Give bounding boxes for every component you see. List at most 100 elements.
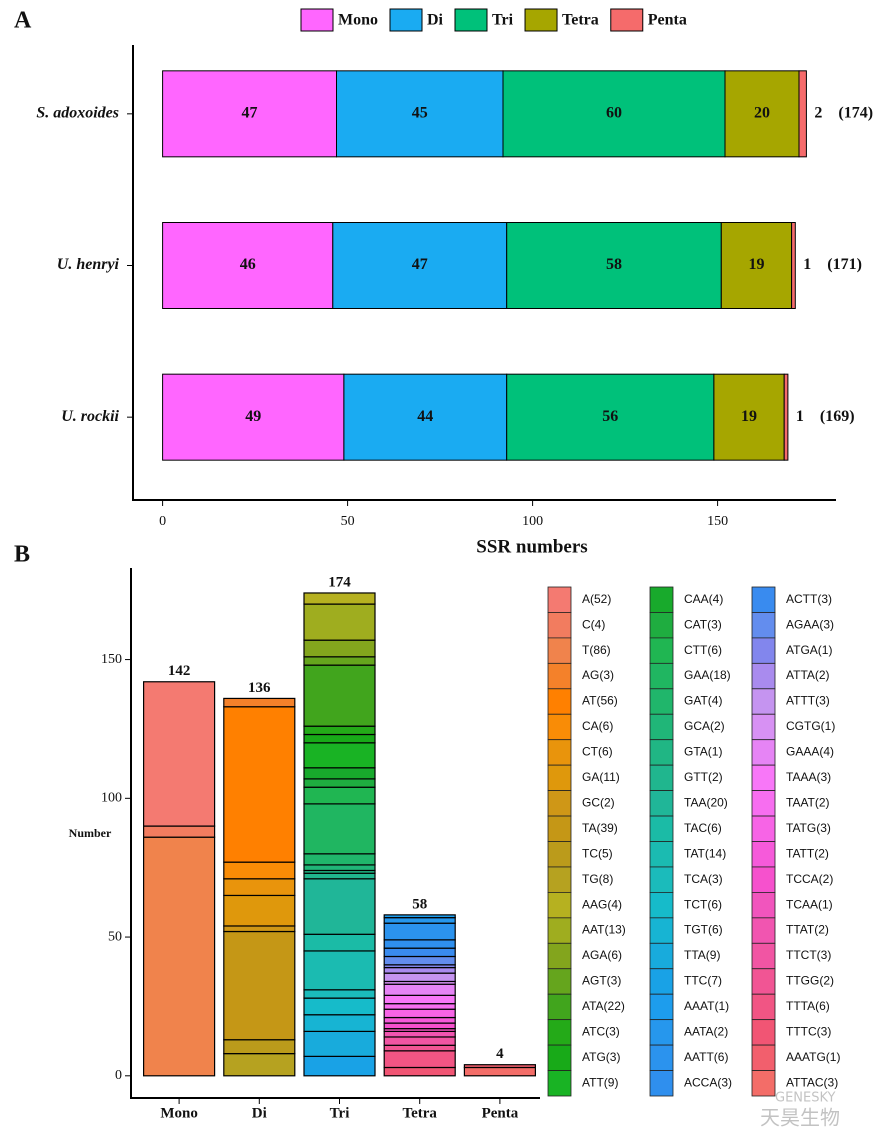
legend-swatch	[547, 1019, 572, 1046]
legend-label: TCAA(1)	[786, 897, 833, 911]
legend-label: TTC(7)	[684, 974, 722, 988]
legend-label: AG(3)	[582, 668, 614, 682]
x-tick-label: Tri	[330, 1105, 350, 1121]
legend-swatch	[649, 1070, 674, 1097]
bar-segment	[383, 1003, 456, 1010]
legend-label: TG(8)	[582, 872, 613, 886]
legend-label: GAA(18)	[684, 668, 731, 682]
legend-swatch	[751, 815, 776, 842]
legend-swatch	[547, 968, 572, 995]
legend-label: TAC(6)	[684, 821, 722, 835]
value-label: 2	[814, 105, 822, 122]
legend-label: GCA(2)	[684, 719, 725, 733]
bar-segment	[383, 922, 456, 941]
legend-swatch	[649, 637, 674, 664]
bar-segment	[463, 1064, 536, 1069]
legend-label: TCCA(2)	[786, 872, 833, 886]
legend-label: Penta	[648, 12, 687, 29]
legend-swatch	[649, 892, 674, 919]
legend-label: CGTG(1)	[786, 719, 835, 733]
legend-swatch	[547, 713, 572, 741]
bar-segment	[303, 878, 376, 935]
bar-segment	[506, 373, 715, 461]
bar-segment	[143, 836, 216, 1077]
legend-swatch	[649, 713, 674, 741]
legend-swatch	[649, 841, 674, 868]
bar-segment	[303, 725, 376, 736]
bar-segment	[383, 955, 456, 966]
bar-segment	[303, 950, 376, 991]
legend-label: ACTT(3)	[786, 592, 832, 606]
bar-segment	[303, 778, 376, 788]
bar-segment	[303, 1055, 376, 1077]
legend-label: CTT(6)	[684, 643, 722, 657]
legend-label: GA(11)	[582, 770, 620, 784]
legend-swatch	[649, 942, 674, 970]
legend-label: GTT(2)	[684, 770, 723, 784]
legend-swatch	[751, 790, 776, 817]
value-label: 1	[803, 256, 811, 273]
bar-segment	[303, 864, 376, 872]
legend-swatch	[547, 841, 572, 868]
legend-label: GTA(1)	[684, 745, 722, 759]
total-label: 136	[248, 680, 271, 696]
legend-swatch	[751, 892, 776, 919]
bar-segment	[463, 1066, 536, 1077]
legend-swatch	[751, 1044, 776, 1071]
legend-swatch	[547, 688, 572, 715]
bar-segment	[383, 939, 456, 949]
value-label: 46	[240, 256, 256, 273]
value-label: 58	[606, 256, 622, 273]
bar-segment	[383, 917, 456, 924]
y-tick-label: S. adoxoides	[36, 105, 119, 122]
legend-label: AAG(4)	[582, 897, 622, 911]
bar-segment	[383, 947, 456, 958]
legend-label: AAATG(1)	[786, 1050, 840, 1064]
legend-label: CAA(4)	[684, 592, 723, 606]
legend-swatch	[751, 637, 776, 664]
bar-segment	[303, 639, 376, 658]
legend-label: AAAT(1)	[684, 999, 729, 1013]
legend-swatch	[547, 790, 572, 817]
legend-label: TAT(14)	[684, 846, 726, 860]
legend-label: ATTA(2)	[786, 668, 830, 682]
legend-label: TGT(6)	[684, 923, 723, 937]
bar-segment	[383, 1036, 456, 1046]
value-label: 45	[412, 105, 428, 122]
legend-label: TC(5)	[582, 846, 613, 860]
watermark: GENESKY	[775, 1091, 836, 1106]
legend-label: TA(39)	[582, 821, 618, 835]
bar-segment	[720, 222, 793, 309]
total-label: (171)	[827, 256, 862, 273]
legend-label: ATTT(3)	[786, 694, 830, 708]
legend-label: TTTA(6)	[786, 999, 830, 1013]
legend-label: TAAT(2)	[786, 795, 830, 809]
x-tick-label: Di	[252, 1105, 267, 1121]
value-label: 19	[741, 408, 757, 425]
total-label: (169)	[820, 408, 855, 425]
y-tick-label: 50	[108, 929, 122, 944]
legend-label: GAT(4)	[684, 694, 722, 708]
bar-segment	[303, 872, 376, 880]
legend-label: GAAA(4)	[786, 745, 834, 759]
legend-swatch	[547, 917, 572, 944]
legend-swatch	[751, 612, 776, 639]
legend-label: AATT(6)	[684, 1050, 728, 1064]
bar-segment	[303, 767, 376, 780]
legend-swatch	[389, 8, 423, 32]
legend-swatch	[751, 586, 776, 613]
bar-segment	[223, 930, 296, 1041]
legend-label: AATA(2)	[684, 1025, 728, 1039]
legend-label: CAT(3)	[684, 617, 722, 631]
legend-swatch	[751, 866, 776, 893]
x-tick-label: Penta	[482, 1105, 519, 1121]
legend-swatch	[649, 662, 674, 690]
legend-label: TATT(2)	[786, 846, 829, 860]
x-axis-title: SSR numbers	[476, 536, 587, 557]
legend-label: TCT(6)	[684, 897, 722, 911]
total-label: 142	[168, 663, 191, 679]
total-label: 4	[496, 1046, 504, 1062]
legend-label: ACCA(3)	[684, 1075, 732, 1089]
legend-swatch	[547, 1070, 572, 1097]
